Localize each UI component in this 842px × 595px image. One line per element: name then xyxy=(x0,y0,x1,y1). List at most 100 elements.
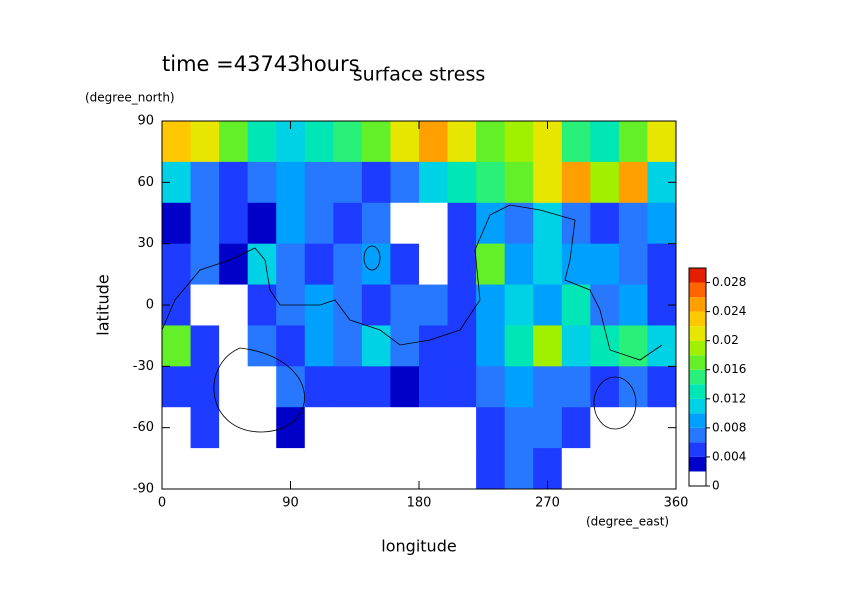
cell xyxy=(190,202,220,245)
colorbar-step xyxy=(689,456,706,472)
y-tick-label: 90 xyxy=(137,114,154,129)
cell xyxy=(618,284,648,326)
cell xyxy=(561,448,591,490)
cell xyxy=(504,325,534,367)
cell xyxy=(618,243,648,286)
cell xyxy=(419,407,449,449)
y-tick-label: 30 xyxy=(137,236,154,251)
colorbar-step xyxy=(689,413,706,428)
cell xyxy=(618,448,648,490)
x-tick-label: 90 xyxy=(282,496,299,511)
colorbar-step xyxy=(689,398,706,414)
colorbar-step xyxy=(689,471,706,486)
contour-field xyxy=(162,121,677,490)
cell xyxy=(590,407,620,449)
cell xyxy=(333,407,363,449)
cell xyxy=(304,202,334,245)
cell xyxy=(561,121,591,163)
cell xyxy=(361,448,391,490)
cell xyxy=(476,325,506,367)
colorbar-tick-label: 0.016 xyxy=(712,362,746,376)
cell xyxy=(447,243,477,286)
cell xyxy=(618,161,648,204)
cell xyxy=(361,121,391,163)
cell xyxy=(361,202,391,245)
cell xyxy=(190,407,220,449)
cell xyxy=(190,448,220,490)
cell xyxy=(447,284,477,326)
cell xyxy=(590,243,620,286)
cell xyxy=(276,243,306,286)
cell xyxy=(533,366,563,408)
cell xyxy=(219,243,249,286)
colorbar-step xyxy=(689,384,706,399)
colorbar-step xyxy=(689,369,706,385)
cell xyxy=(304,243,334,286)
cell xyxy=(162,448,192,490)
chart-subtitle: time =43743hours xyxy=(162,52,360,76)
cell xyxy=(219,366,249,408)
cell xyxy=(618,407,648,449)
cell xyxy=(390,284,420,326)
cell xyxy=(333,448,363,490)
y-tick-label: -90 xyxy=(133,482,154,497)
cell xyxy=(447,325,477,367)
cell xyxy=(618,325,648,367)
colorbar-step xyxy=(689,268,706,283)
colorbar-step xyxy=(689,355,706,370)
cell xyxy=(190,284,220,326)
cell xyxy=(561,407,591,449)
cell xyxy=(447,121,477,163)
cell xyxy=(447,202,477,245)
colorbar-step xyxy=(689,442,706,457)
cell xyxy=(361,284,391,326)
cell xyxy=(390,243,420,286)
cell xyxy=(333,284,363,326)
cell xyxy=(219,202,249,245)
colorbar-step xyxy=(689,311,706,327)
chart-title: surface stress xyxy=(353,64,486,86)
cell xyxy=(647,121,677,163)
cell xyxy=(533,161,563,204)
cell xyxy=(419,161,449,204)
cell xyxy=(304,325,334,367)
cell xyxy=(419,121,449,163)
cell xyxy=(561,202,591,245)
colorbar-tick-label: 0.008 xyxy=(712,420,746,434)
colorbar-tick-label: 0.02 xyxy=(712,333,739,347)
cell xyxy=(504,407,534,449)
cell xyxy=(190,366,220,408)
cell xyxy=(219,161,249,204)
cell xyxy=(533,325,563,367)
cell xyxy=(333,243,363,286)
cell xyxy=(162,325,192,367)
cell xyxy=(361,325,391,367)
cell xyxy=(390,366,420,408)
cell xyxy=(476,121,506,163)
cell xyxy=(419,243,449,286)
cell xyxy=(419,366,449,408)
cell xyxy=(333,325,363,367)
cell xyxy=(333,366,363,408)
cell xyxy=(333,161,363,204)
cell xyxy=(162,243,192,286)
cell xyxy=(447,366,477,408)
cell xyxy=(590,121,620,163)
cell xyxy=(162,202,192,245)
cell xyxy=(247,202,277,245)
y-tick-label: -60 xyxy=(133,420,154,435)
cell xyxy=(247,243,277,286)
cell xyxy=(219,121,249,163)
cell xyxy=(419,202,449,245)
cell xyxy=(190,121,220,163)
cell xyxy=(618,202,648,245)
cell xyxy=(361,161,391,204)
x-tick-label: 360 xyxy=(664,496,689,511)
cell xyxy=(390,325,420,367)
cell xyxy=(504,448,534,490)
cell xyxy=(304,407,334,449)
coastline xyxy=(213,347,305,433)
cell xyxy=(447,407,477,449)
cell xyxy=(276,161,306,204)
